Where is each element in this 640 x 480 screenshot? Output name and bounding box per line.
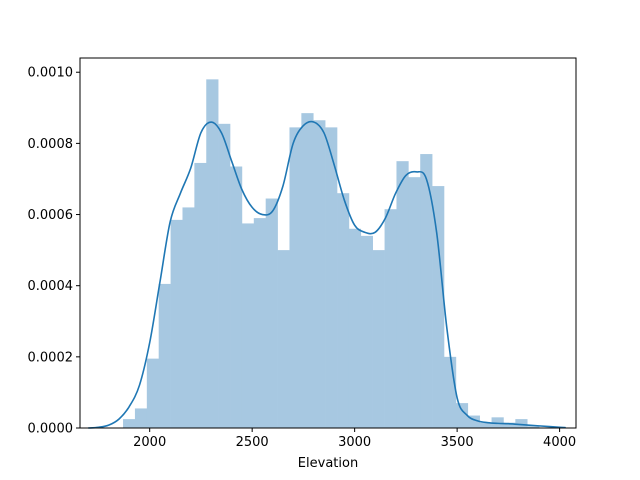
histogram-bar-30	[479, 422, 492, 428]
histogram-bar-24	[408, 177, 421, 428]
x-tick-label-4000: 4000	[543, 435, 576, 450]
bars-layer	[123, 79, 540, 429]
x-tick-label-2500: 2500	[236, 435, 269, 450]
x-tick-label-2000: 2000	[133, 435, 166, 450]
x-tick-label-3000: 3000	[338, 435, 371, 450]
y-tick-label-2: 0.0004	[28, 279, 74, 294]
histogram-bar-27	[444, 356, 457, 428]
histogram-bar-16	[313, 120, 326, 428]
y-tick-label-3: 0.0006	[28, 208, 74, 223]
histogram-bar-4	[170, 219, 183, 428]
histogram-bar-13	[277, 250, 290, 428]
histogram-bar-1	[134, 408, 148, 428]
y-axis: 0.0000 0.0002 0.0004 0.0006 0.0008 0.0010	[28, 66, 80, 437]
histogram-bar-3	[158, 283, 171, 428]
kde-layer	[88, 120, 566, 429]
histogram-bar-0	[123, 419, 136, 428]
histogram-bar-17	[325, 127, 338, 429]
histogram-bar-6	[194, 162, 207, 428]
histogram-bar-5	[182, 207, 195, 428]
x-tick-label-3500: 3500	[441, 435, 474, 450]
histogram-bar-15	[301, 113, 314, 428]
y-tick-label-0: 0.0000	[28, 422, 74, 437]
histogram-bar-26	[432, 186, 445, 428]
kde-curve	[88, 120, 566, 429]
plot-frame	[79, 57, 577, 429]
histogram-bar-7	[206, 79, 219, 428]
histogram-bar-22	[384, 209, 397, 428]
histogram-bar-23	[396, 161, 409, 429]
histogram-bar-11	[253, 218, 266, 428]
histogram-bar-21	[372, 250, 385, 428]
histogram-bar-25	[420, 154, 433, 428]
y-tick-label-4: 0.0008	[28, 137, 74, 152]
histogram-bar-14	[289, 127, 302, 429]
histogram-bar-2	[146, 358, 160, 429]
histogram-bar-8	[218, 123, 231, 428]
histogram-bar-33	[515, 419, 528, 428]
histogram-bar-28	[455, 403, 469, 428]
x-axis: 2000 2500 3000 3500 4000	[133, 428, 576, 450]
histogram-bar-12	[265, 198, 278, 428]
histogram-bar-32	[503, 422, 516, 428]
histogram-bar-10	[241, 223, 255, 428]
histogram-bar-19	[348, 228, 362, 428]
histogram-bar-20	[360, 235, 373, 428]
y-tick-label-1: 0.0002	[28, 350, 74, 365]
histogram-bar-18	[337, 193, 350, 428]
histogram-bar-9	[230, 166, 243, 428]
y-tick-label-5: 0.0010	[28, 66, 74, 81]
histogram-bar-34	[527, 426, 540, 428]
x-axis-label: Elevation	[298, 456, 358, 471]
